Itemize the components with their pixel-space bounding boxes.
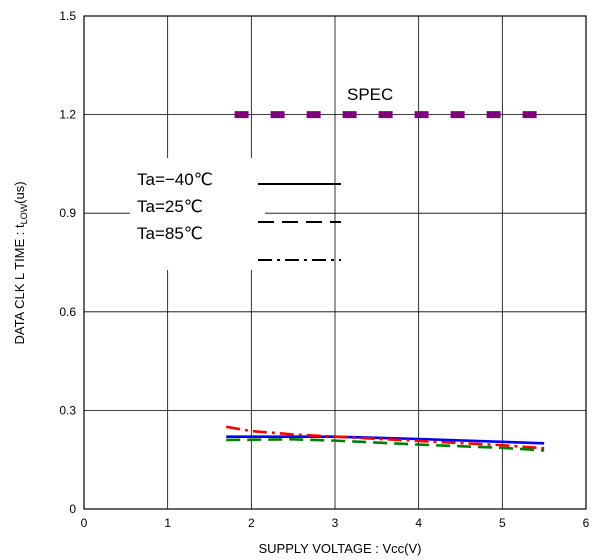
x-tick-label: 5 bbox=[499, 516, 506, 530]
series-line-ta-85- bbox=[226, 438, 545, 452]
y-tick-labels: 0 0.3 0.6 0.9 1.2 1.5 bbox=[59, 9, 76, 516]
y-tick-label: 0.9 bbox=[59, 206, 76, 220]
y-tick-label: 0.3 bbox=[59, 403, 76, 417]
legend: Ta=−40℃ Ta=25℃ Ta=85℃ bbox=[137, 170, 341, 261]
y-tick-label: 0 bbox=[69, 502, 76, 516]
series-line-ta-40- bbox=[226, 435, 545, 445]
x-tick-label: 3 bbox=[332, 516, 339, 530]
y-tick-label: 1.2 bbox=[59, 108, 76, 122]
series-layer bbox=[226, 111, 545, 452]
plot-frame bbox=[83, 15, 587, 510]
y-axis-title-prefix: DATA CLK L TIME : t bbox=[12, 224, 27, 345]
series-line-ta-25- bbox=[226, 425, 545, 450]
x-axis-title: SUPPLY VOLTAGE : Vcc(V) bbox=[258, 541, 421, 556]
legend-label: Ta=−40℃ bbox=[137, 170, 213, 189]
y-tick-label: 0.6 bbox=[59, 305, 76, 319]
x-tick-label: 1 bbox=[164, 516, 171, 530]
x-tick-label: 6 bbox=[583, 516, 590, 530]
y-axis-title-suffix: (us) bbox=[12, 181, 27, 203]
x-tick-labels: 0 1 2 3 4 5 6 bbox=[81, 516, 590, 530]
x-tick-label: 4 bbox=[415, 516, 422, 530]
legend-box bbox=[130, 158, 265, 270]
x-tick-label: 2 bbox=[248, 516, 255, 530]
x-tick-label: 0 bbox=[81, 516, 88, 530]
spec-annotation: SPEC bbox=[347, 85, 393, 104]
legend-label: Ta=25℃ bbox=[137, 197, 203, 216]
y-axis-title: DATA CLK L TIME : tLOW(us) bbox=[12, 181, 29, 344]
y-axis-title-subscript: LOW bbox=[19, 203, 29, 224]
legend-label: Ta=85℃ bbox=[137, 224, 203, 243]
y-tick-label: 1.5 bbox=[59, 9, 76, 23]
